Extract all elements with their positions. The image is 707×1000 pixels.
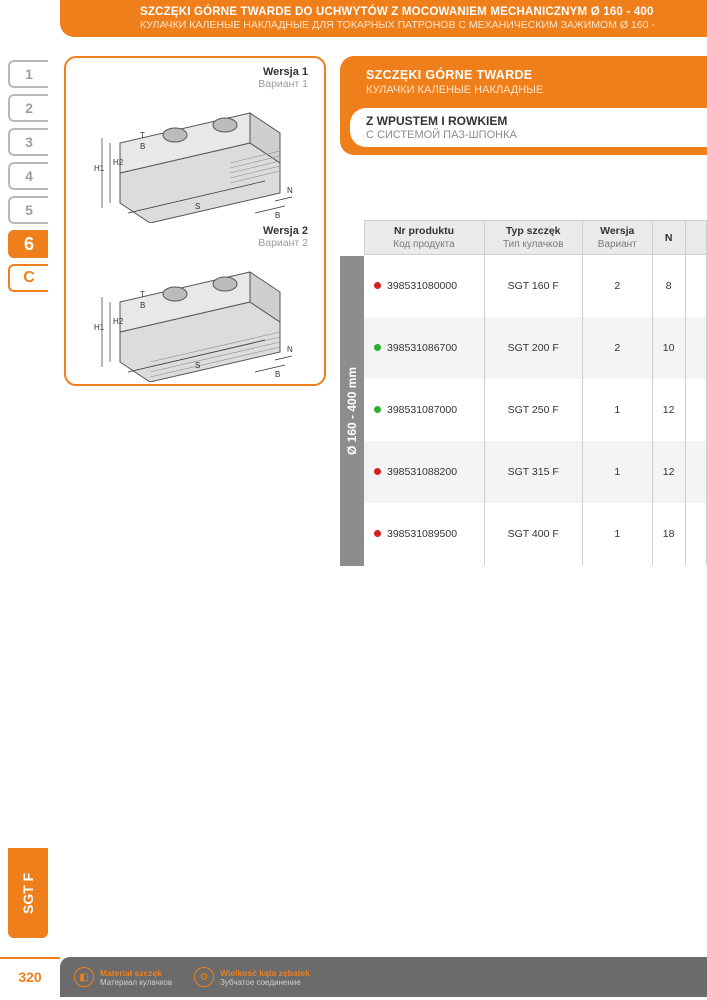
svg-text:T: T [140,131,145,140]
svg-text:N: N [287,186,293,195]
svg-text:H1: H1 [94,323,105,332]
version2-ru: Вариант 2 [258,237,308,249]
cell: SGT 250 F [484,379,582,441]
table-row: 398531080000SGT 160 F28 [340,255,707,317]
svg-text:T: T [140,290,145,299]
version1-label: Wersja 1 Вариант 1 [76,66,308,90]
cell-code: 398531086700 [364,317,484,379]
cell: SGT 160 F [484,255,582,317]
footer-item-1: ⚙Wielkość kąta zębatekЗубчатое соединени… [194,967,310,987]
svg-text:H2: H2 [113,158,124,167]
info-title-ru: КУЛАЧКИ КАЛЕНЫЕ НАКЛАДНЫЕ [366,84,707,96]
col-0: Nr produktuКод продукта [364,221,484,255]
page-number: 320 [0,957,60,997]
side-tab-6[interactable]: 6 [8,230,48,258]
cell: SGT 315 F [484,441,582,503]
table-row: 398531088200SGT 315 F112 [340,441,707,503]
svg-text:S: S [195,202,200,211]
svg-text:N: N [287,345,293,354]
svg-text:B: B [275,211,280,220]
table-row: 398531086700SGT 200 F210 [340,317,707,379]
product-table: Ø 160 - 400 mm Nr produktuКод продуктаTy… [340,220,707,565]
diagram-panel: Wersja 1 Вариант 1 [64,56,326,386]
cell: 1 [582,441,652,503]
footer-icon: ◧ [74,967,94,987]
diagram-2: H1H2 TB S NB [76,249,314,384]
info-box: SZCZĘKI GÓRNE TWARDE КУЛАЧКИ КАЛЕНЫЕ НАК… [340,56,707,155]
table-side-label: Ø 160 - 400 mm [340,256,364,566]
svg-text:B: B [140,301,145,310]
info-title-pl: SZCZĘKI GÓRNE TWARDE [366,68,707,82]
svg-text:B: B [140,142,145,151]
side-tabs: 1 2 3 4 5 6 C [8,60,48,298]
side-tab-2[interactable]: 2 [8,94,48,122]
table-row: 398531087000SGT 250 F112 [340,379,707,441]
side-tab-3[interactable]: 3 [8,128,48,156]
cell-code: 398531087000 [364,379,484,441]
product-tag: SGT F [8,848,48,938]
page-header: SZCZĘKI GÓRNE TWARDE DO UCHWYTÓW Z MOCOW… [60,0,707,37]
diagram-1: H1H2 TB S NB [76,90,314,225]
svg-text:B: B [275,370,280,379]
footer-item-0: ◧Materiał szczękМатериал кулачков [74,967,172,987]
info-title: SZCZĘKI GÓRNE TWARDE КУЛАЧКИ КАЛЕНЫЕ НАК… [344,64,707,102]
cell: 10 [652,317,685,379]
side-tab-5[interactable]: 5 [8,196,48,224]
info-subtitle: Z WPUSTEM I ROWKIEM С СИСТЕМОЙ ПАЗ-ШПОНК… [350,108,707,147]
footer-bar: ◧Materiał szczękМатериал кулачков ⚙Wielko… [60,957,707,997]
info-sub-ru: С СИСТЕМОЙ ПАЗ-ШПОНКА [366,129,707,141]
side-tab-4[interactable]: 4 [8,162,48,190]
col-3: N [652,221,685,255]
cell: 8 [652,255,685,317]
cell-code: 398531080000 [364,255,484,317]
cell-code: 398531089500 [364,503,484,565]
cell: 12 [652,379,685,441]
version1-pl: Wersja 1 [263,66,308,78]
svg-text:H2: H2 [113,317,124,326]
cell: 18 [652,503,685,565]
page-footer: 320 ◧Materiał szczękМатериал кулачков ⚙Wi… [0,954,707,1000]
svg-text:H1: H1 [94,164,105,173]
info-sub-pl: Z WPUSTEM I ROWKIEM [366,114,707,128]
col-1: Typ szczękТип кулачков [484,221,582,255]
footer-icon: ⚙ [194,967,214,987]
cell-code: 398531088200 [364,441,484,503]
header-title-ru: КУЛАЧКИ КАЛЕНЫЕ НАКЛАДНЫЕ ДЛЯ ТОКАРНЫХ П… [140,19,707,31]
side-tab-C[interactable]: C [8,264,48,292]
version2-label: Wersja 2 Вариант 2 [76,225,308,249]
cell: SGT 400 F [484,503,582,565]
side-tab-1[interactable]: 1 [8,60,48,88]
cell: 12 [652,441,685,503]
cell: 1 [582,379,652,441]
cell: 2 [582,255,652,317]
version1-ru: Вариант 1 [258,78,308,90]
cell: 2 [582,317,652,379]
cell: 1 [582,503,652,565]
header-title-pl: SZCZĘKI GÓRNE TWARDE DO UCHWYTÓW Z MOCOW… [140,6,707,18]
version2-pl: Wersja 2 [263,225,308,237]
table-row: 398531089500SGT 400 F118 [340,503,707,565]
cell: SGT 200 F [484,317,582,379]
col-2: WersjaВариант [582,221,652,255]
svg-text:S: S [195,361,200,370]
